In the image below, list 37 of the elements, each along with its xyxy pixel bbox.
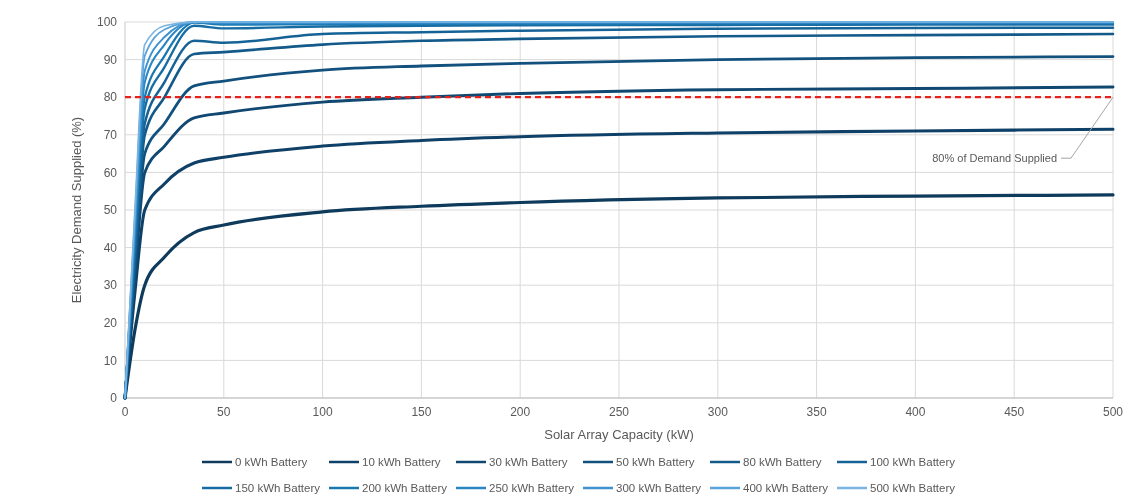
x-axis-title: Solar Array Capacity (kW) [544,427,694,442]
legend-label: 50 kWh Battery [616,456,695,469]
x-tick-label: 500 [1102,405,1124,419]
legend-label: 10 kWh Battery [362,456,441,469]
legend-label: 150 kWh Battery [235,482,321,495]
legend-label: 80 kWh Battery [743,456,822,469]
x-tick-label: 300 [707,405,729,419]
x-tick-label: 450 [1004,405,1025,419]
y-tick-label: 70 [103,128,118,142]
legend-label: 100 kWh Battery [870,456,956,469]
legend-label: 30 kWh Battery [489,456,568,469]
ref-line-label: 80% of Demand Supplied [932,152,1057,165]
x-tick-label: 100 [312,405,333,419]
y-tick-label: 60 [103,165,118,180]
x-tick-label: 400 [905,405,926,419]
x-tick-label: 200 [510,405,531,419]
y-tick-label: 80 [103,90,118,105]
x-tick-label: 0 [121,405,129,419]
legend-label: 400 kWh Battery [743,482,829,495]
legend-label: 300 kWh Battery [616,482,702,495]
legend-label: 500 kWh Battery [870,482,956,495]
y-tick-label: 90 [103,52,118,67]
y-tick-label: 20 [103,316,118,330]
legend-label: 0 kWh Battery [235,456,308,469]
y-tick-label: 0 [110,391,118,406]
y-tick-label: 50 [103,203,118,218]
x-tick-label: 150 [411,405,432,419]
y-tick-label: 40 [103,240,118,255]
y-axis-title: Electricity Demand Supplied (%) [69,116,84,304]
legend-label: 250 kWh Battery [489,482,575,495]
y-tick-label: 30 [103,278,118,293]
x-tick-label: 250 [608,405,630,419]
y-tick-label: 100 [96,15,118,30]
x-tick-label: 50 [217,405,231,419]
legend-label: 200 kWh Battery [362,482,448,495]
y-tick-label: 10 [103,353,118,368]
x-tick-label: 350 [806,405,827,419]
